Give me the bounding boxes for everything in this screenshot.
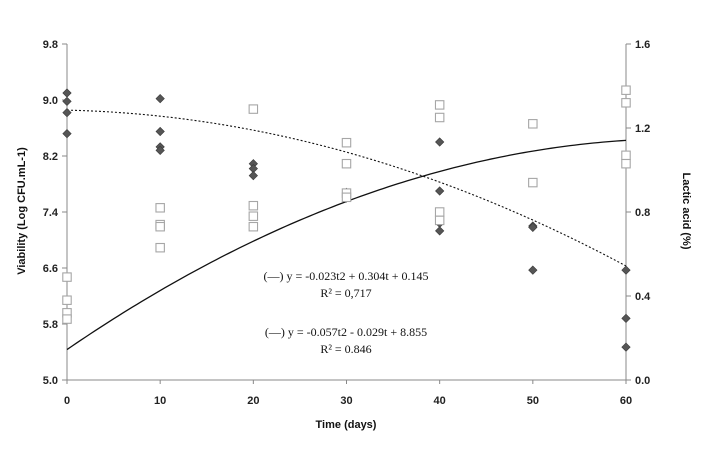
left-y-tick-label: 9.8 <box>43 39 58 51</box>
lactic-acid-point <box>621 98 631 108</box>
lactic-acid-point <box>434 112 445 123</box>
x-tick-label: 30 <box>340 395 352 407</box>
viability-point <box>621 313 631 324</box>
left-y-tick-label: 5.8 <box>43 319 58 331</box>
viability-point <box>435 137 445 147</box>
x-axis-title: Time (days) <box>316 419 377 431</box>
viability-point <box>62 88 72 98</box>
viability-point <box>621 342 631 352</box>
lactic-acid-point <box>528 177 538 188</box>
right-y-tick-label: 1.6 <box>635 39 650 51</box>
viability-point <box>528 222 538 233</box>
lactic-acid-point <box>248 104 259 114</box>
fit-r2-viability: R² = 0.846 <box>320 342 371 356</box>
lactic-acid-point <box>341 158 352 169</box>
viability-fit-curve <box>66 109 627 267</box>
right-y-tick-label: 0.4 <box>635 291 651 303</box>
lactic-acid-point <box>621 85 631 95</box>
right-y-axis-title: Lactic acid (%) <box>680 172 692 249</box>
left-y-tick-label: 7.4 <box>43 207 59 219</box>
lactic-acid-point <box>528 119 538 129</box>
left-y-axis-title: Viability (Log CFU.mL-1) <box>16 147 28 275</box>
x-tick-label: 10 <box>154 395 166 407</box>
x-tick-label: 50 <box>527 395 539 407</box>
viability-point <box>62 107 72 118</box>
viability-point <box>62 128 72 139</box>
lactic-acid-point <box>621 158 631 169</box>
lactic-acid-point <box>248 200 259 211</box>
viability-point <box>155 145 165 156</box>
lactic-acid-point <box>62 295 72 305</box>
fit-equation-viability: (—) y = -0.057t2 - 0.029t + 8.855 <box>265 325 427 339</box>
right-y-tick-label: 0.8 <box>635 207 650 219</box>
left-y-tick-label: 9.0 <box>43 95 58 107</box>
x-tick-label: 60 <box>620 395 632 407</box>
lactic-acid-point <box>434 215 445 226</box>
fit-equation-lactic-acid: (—) y = -0.023t2 + 0.304t + 0.145 <box>264 269 429 283</box>
lactic-acid-fit-curve <box>66 139 627 351</box>
left-y-tick-label: 8.2 <box>43 151 58 163</box>
right-y-tick-label: 0.0 <box>635 375 650 387</box>
right-y-tick-label: 1.2 <box>635 123 650 135</box>
lactic-acid-point <box>341 137 352 148</box>
lactic-acid-point <box>155 221 165 232</box>
viability-point <box>528 265 538 275</box>
fit-r2-lactic-acid: R² = 0,717 <box>320 286 371 300</box>
lactic-acid-point <box>434 100 445 110</box>
lactic-acid-point <box>155 242 165 253</box>
x-tick-label: 20 <box>247 395 259 407</box>
viability-point <box>435 226 445 236</box>
left-y-tick-label: 6.6 <box>43 263 58 275</box>
lactic-acid-point <box>621 150 631 161</box>
lactic-acid-point <box>341 192 352 203</box>
lactic-acid-point <box>248 221 259 232</box>
x-tick-label: 0 <box>64 395 70 407</box>
lactic-acid-point <box>62 314 72 324</box>
viability-point <box>155 126 165 137</box>
left-y-tick-label: 5.0 <box>43 375 58 387</box>
viability-point <box>248 170 258 181</box>
lactic-acid-point <box>62 272 72 282</box>
lactic-acid-point <box>248 211 259 221</box>
viability-point <box>435 186 445 196</box>
viability-point <box>621 265 631 275</box>
viability-point <box>62 96 72 107</box>
lactic-acid-point <box>434 207 445 217</box>
lactic-acid-point <box>155 203 165 213</box>
viability-point <box>155 93 165 104</box>
x-tick-label: 40 <box>434 395 446 407</box>
